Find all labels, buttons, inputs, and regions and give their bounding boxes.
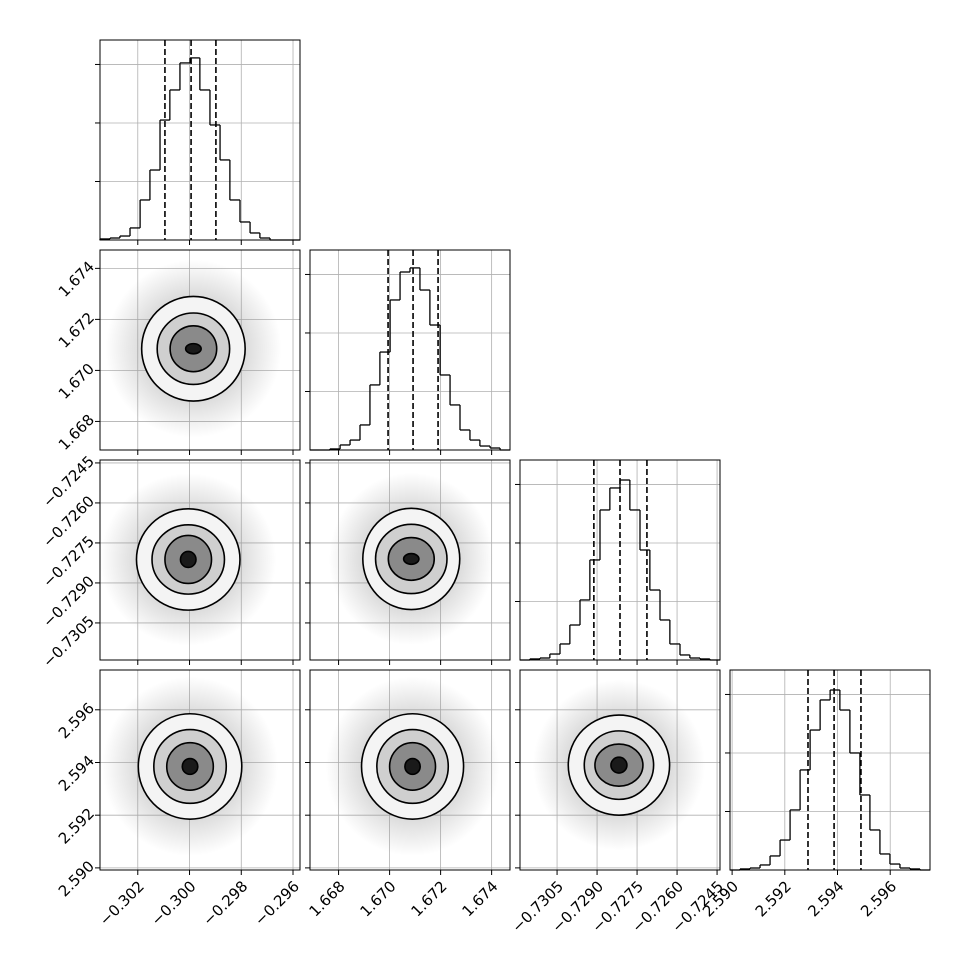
x-tick-label: 1.674	[459, 877, 502, 920]
axes-frame	[729, 669, 931, 871]
contour	[181, 757, 199, 776]
x-tick-label: 2.596	[857, 877, 900, 920]
x-tick-label: 2.594	[804, 877, 847, 920]
density-panel	[328, 472, 494, 646]
y-tick-label: 2.590	[55, 857, 98, 900]
y-tick-label: 2.592	[55, 804, 98, 847]
density-panel	[532, 680, 706, 851]
contour	[404, 757, 422, 776]
axes-frame	[309, 249, 511, 451]
density-panel	[105, 259, 282, 438]
x-tick-label: 1.670	[357, 877, 400, 920]
y-tick-label: 1.668	[55, 411, 98, 454]
contour	[610, 756, 628, 774]
x-tick-label: 2.592	[752, 877, 795, 920]
axes-frame	[519, 459, 721, 661]
x-tick-label: 1.672	[408, 877, 451, 920]
axes-frame	[99, 459, 301, 661]
axes-frame	[99, 249, 301, 451]
y-tick-label: 2.594	[55, 752, 98, 795]
density-panel	[325, 676, 500, 857]
x-tick-label: −0.296	[251, 877, 303, 929]
axes-frame	[99, 669, 301, 871]
contour	[402, 552, 420, 566]
x-tick-label: −0.300	[148, 877, 200, 929]
x-tick-label: −0.302	[96, 877, 148, 929]
x-tick-label: 1.668	[305, 877, 348, 920]
x-tick-label: −0.298	[199, 877, 251, 929]
y-tick-label: 1.672	[55, 309, 98, 352]
contour	[179, 550, 197, 569]
axes-frame	[309, 459, 511, 661]
y-tick-label: 2.596	[55, 699, 98, 742]
y-tick-label: 1.674	[55, 258, 98, 301]
axes-frame	[99, 39, 301, 241]
density-panel	[102, 676, 279, 857]
density-panel	[100, 473, 277, 646]
y-tick-label: 1.670	[55, 360, 98, 403]
axes-frame	[309, 669, 511, 871]
axes-frame	[519, 669, 721, 871]
contour	[184, 342, 202, 355]
